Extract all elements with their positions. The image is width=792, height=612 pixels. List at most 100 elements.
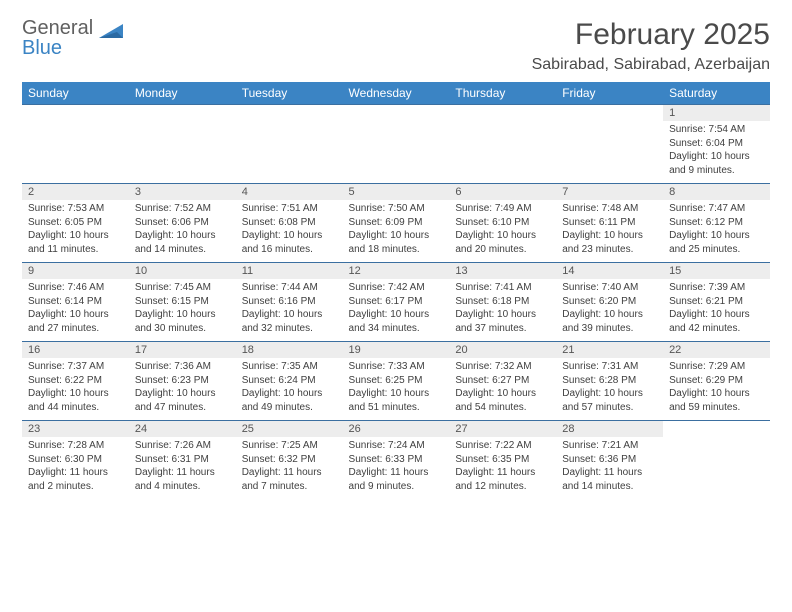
day-number-cell: 4	[236, 184, 343, 201]
sunset-line: Sunset: 6:23 PM	[135, 375, 209, 386]
logo-word2: Blue	[22, 38, 93, 58]
daylight-line: Daylight: 10 hours and 14 minutes.	[135, 230, 216, 255]
day-number-cell: 18	[236, 342, 343, 359]
logo-text-block: General Blue	[22, 18, 93, 58]
calendar-table: Sunday Monday Tuesday Wednesday Thursday…	[22, 82, 770, 499]
day-number-row: 232425262728	[22, 421, 770, 438]
day-number-row: 2345678	[22, 184, 770, 201]
day-content-row: Sunrise: 7:46 AM Sunset: 6:14 PM Daylight:…	[22, 279, 770, 342]
day-number-cell: 1	[663, 105, 770, 122]
day-content-cell: Sunrise: 7:49 AMSunset: 6:10 PMDaylight:…	[449, 200, 556, 263]
day-number-cell: 27	[449, 421, 556, 438]
sunrise-line: Sunrise: 7:36 AM	[135, 361, 211, 372]
day-number-cell: 7	[556, 184, 663, 201]
day-content-cell: Sunrise: 7:54 AMSunset: 6:04 PMDaylight:…	[663, 121, 770, 184]
daylight-line: Daylight: 10 hours and 9 minutes.	[669, 151, 750, 176]
title-block: February 2025 Sabirabad, Sabirabad, Azer…	[532, 18, 770, 74]
sunset-line: Sunset: 6:06 PM	[135, 217, 209, 228]
day-content-cell: Sunrise: 7:52 AMSunset: 6:06 PMDaylight:…	[129, 200, 236, 263]
sunrise-line: Sunrise: 7:46 AM	[28, 282, 104, 293]
sunset-line: Sunset: 6:17 PM	[349, 296, 423, 307]
day-content-cell	[663, 437, 770, 499]
sunset-line: Sunset: 6:21 PM	[669, 296, 743, 307]
sunset-line: Sunset: 6:10 PM	[455, 217, 529, 228]
sunset-line: Sunset: 6:30 PM	[28, 454, 102, 465]
daylight-line: Daylight: 10 hours and 49 minutes.	[242, 388, 323, 413]
sunset-line: Sunset: 6:11 PM	[562, 217, 635, 228]
day-number-cell: 20	[449, 342, 556, 359]
day-number-cell: 3	[129, 184, 236, 201]
day-number-cell: 13	[449, 263, 556, 280]
location-label: Sabirabad, Sabirabad, Azerbaijan	[532, 56, 770, 74]
sunset-line: Sunset: 6:32 PM	[242, 454, 316, 465]
sunrise-line: Sunrise: 7:37 AM	[28, 361, 104, 372]
day-content-row: Sunrise: 7:28 AMSunset: 6:30 PMDaylight:…	[22, 437, 770, 499]
sunrise-line: Sunrise: 7:31 AM	[562, 361, 638, 372]
day-number-cell: 6	[449, 184, 556, 201]
sunrise-line: Sunrise: 7:49 AM	[455, 203, 531, 214]
sunrise-line: Sunrise: 7:48 AM	[562, 203, 638, 214]
day-content-cell: Sunrise: 7:37 AMSunset: 6:22 PMDaylight:…	[22, 358, 129, 421]
daylight-line: Daylight: 10 hours and 59 minutes.	[669, 388, 750, 413]
daylight-line: Daylight: 11 hours and 9 minutes.	[349, 467, 429, 492]
day-number-row: 1	[22, 105, 770, 122]
day-content-cell: Sunrise: 7:25 AMSunset: 6:32 PMDaylight:…	[236, 437, 343, 499]
day-number-cell: 26	[343, 421, 450, 438]
day-number-cell	[343, 105, 450, 122]
day-content-cell: Sunrise: 7:45 AMSunset: 6:15 PMDaylight:…	[129, 279, 236, 342]
day-number-cell: 24	[129, 421, 236, 438]
sunrise-line: Sunrise: 7:45 AM	[135, 282, 211, 293]
day-content-row: Sunrise: 7:37 AMSunset: 6:22 PMDaylight:…	[22, 358, 770, 421]
sunrise-line: Sunrise: 7:33 AM	[349, 361, 425, 372]
weekday-header: Tuesday	[236, 82, 343, 105]
sunset-line: Sunset: 6:08 PM	[242, 217, 316, 228]
daylight-line: Daylight: 10 hours and 42 minutes.	[669, 309, 750, 334]
daylight-line: Daylight: 11 hours and 12 minutes.	[455, 467, 535, 492]
daylight-line: Daylight: 11 hours and 2 minutes.	[28, 467, 108, 492]
day-number-cell: 16	[22, 342, 129, 359]
daylight-line: Daylight: 10 hours and 25 minutes.	[669, 230, 750, 255]
sunset-line: Sunset: 6:33 PM	[349, 454, 423, 465]
day-content-cell	[449, 121, 556, 184]
day-content-cell: Sunrise: 7:21 AMSunset: 6:36 PMDaylight:…	[556, 437, 663, 499]
daylight-line: Daylight: 10 hours and 37 minutes.	[455, 309, 536, 334]
logo: General Blue	[22, 18, 127, 58]
day-content-cell: Sunrise: 7:31 AMSunset: 6:28 PMDaylight:…	[556, 358, 663, 421]
sunrise-line: Sunrise: 7:39 AM	[669, 282, 745, 293]
daylight-line: Daylight: 11 hours and 7 minutes.	[242, 467, 322, 492]
sunrise-line: Sunrise: 7:40 AM	[562, 282, 638, 293]
header-row: General Blue February 2025 Sabirabad, Sa…	[22, 18, 770, 74]
daylight-line: Daylight: 10 hours and 57 minutes.	[562, 388, 643, 413]
day-number-cell: 19	[343, 342, 450, 359]
day-number-cell	[556, 105, 663, 122]
day-content-cell: Sunrise: 7:36 AMSunset: 6:23 PMDaylight:…	[129, 358, 236, 421]
sunset-line: Sunset: 6:35 PM	[455, 454, 529, 465]
day-content-cell	[129, 121, 236, 184]
weekday-header-row: Sunday Monday Tuesday Wednesday Thursday…	[22, 82, 770, 105]
sunrise-line: Sunrise: 7:44 AM	[242, 282, 318, 293]
day-content-cell: Sunrise: 7:47 AMSunset: 6:12 PMDaylight:…	[663, 200, 770, 263]
day-number-cell: 10	[129, 263, 236, 280]
sunset-line: Sunset: 6:27 PM	[455, 375, 529, 386]
day-content-cell	[343, 121, 450, 184]
day-number-cell	[236, 105, 343, 122]
day-content-cell: Sunrise: 7:28 AMSunset: 6:30 PMDaylight:…	[22, 437, 129, 499]
daylight-line: Daylight: 10 hours and 34 minutes.	[349, 309, 430, 334]
day-content-row: Sunrise: 7:53 AMSunset: 6:05 PMDaylight:…	[22, 200, 770, 263]
day-content-cell: Sunrise: 7:41 AMSunset: 6:18 PMDaylight:…	[449, 279, 556, 342]
day-number-cell: 17	[129, 342, 236, 359]
day-content-cell	[556, 121, 663, 184]
day-number-cell: 21	[556, 342, 663, 359]
weekday-header: Sunday	[22, 82, 129, 105]
month-title: February 2025	[532, 18, 770, 52]
sunset-line: Sunset: 6:14 PM	[28, 296, 102, 307]
day-content-cell: Sunrise: 7:39 AM Sunset: 6:21 PM Daylight:…	[663, 279, 770, 342]
day-number-cell: 22	[663, 342, 770, 359]
daylight-line: Daylight: 10 hours and 27 minutes.	[28, 309, 109, 334]
day-number-cell	[663, 421, 770, 438]
sunrise-line: Sunrise: 7:29 AM	[669, 361, 745, 372]
day-content-cell	[22, 121, 129, 184]
day-number-cell: 5	[343, 184, 450, 201]
day-number-cell	[22, 105, 129, 122]
day-content-cell: Sunrise: 7:22 AMSunset: 6:35 PMDaylight:…	[449, 437, 556, 499]
